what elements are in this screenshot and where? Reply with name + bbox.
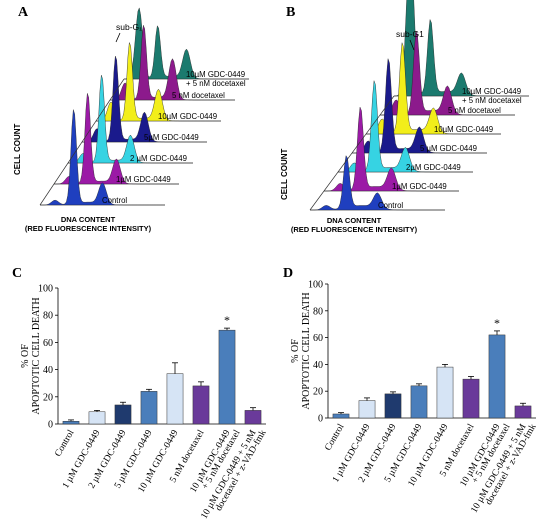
panel-c-bar-chart: C 0 20 40 60 80 100 % OF APOPTOTIC CELL DEATH Co… — [12, 266, 269, 521]
panel-d-bar-7 — [514, 405, 532, 419]
panel-d-ytick-label: 80 — [313, 306, 323, 317]
panel-c-bar-3 — [140, 391, 158, 425]
panel-c-bar-4 — [166, 373, 184, 425]
panel-a-depth-axis — [39, 78, 125, 206]
panel-c-ylabel: APOPTOTIC CELL DEATH — [31, 297, 42, 414]
panel-d-bar-3 — [410, 385, 428, 419]
panel-b-xlabel-1: DNA CONTENT — [327, 216, 382, 225]
panel-a-subg1-arrow — [115, 32, 121, 43]
panel-c-bar-6 — [218, 329, 236, 425]
panel-b-depth-axis — [309, 95, 395, 211]
panel-c-bar-2 — [114, 404, 132, 425]
panel-c-significance-star: * — [224, 313, 230, 327]
panel-d-ytick-label: 20 — [313, 387, 323, 398]
panel-d-letter: D — [283, 266, 293, 281]
panel-b-trace-0 — [310, 155, 445, 211]
panel-b-subg1-label: sub-G1 — [396, 29, 424, 39]
panel-d-bar-6 — [488, 334, 506, 419]
panel-c-category-label-0: Control — [53, 428, 76, 458]
panel-d-category-label-0: Control — [323, 422, 346, 452]
panel-c-ytick-label: 80 — [43, 311, 53, 322]
panel-b-trace-label-5: 5 nM docetaxel — [448, 106, 501, 115]
panel-d-ytick-label: 100 — [308, 280, 323, 291]
panel-d-ylabel: % OF — [290, 339, 301, 363]
panel-a-xlabel-1: DNA CONTENT — [61, 215, 116, 224]
panel-c-bar-0 — [62, 421, 80, 425]
panel-b-subg1-arrow — [409, 39, 415, 51]
panel-d-ylabel: APOPTOTIC CELL DEATH — [301, 292, 312, 409]
panel-d-bar-5 — [462, 378, 480, 419]
panel-b-trace-label-6: 10µM GDC-0449 — [462, 87, 521, 96]
panel-b-xlabel-2: (RED FLUORESCENCE INTENSITY) — [291, 225, 418, 234]
panel-c-ylabel: % OF — [20, 344, 31, 368]
panel-d-bar-4 — [436, 366, 454, 419]
panel-a-trace-label-5: 5 nM docetaxel — [172, 91, 225, 100]
panel-c-ytick-label: 20 — [43, 392, 53, 403]
panel-a-subg1-label: sub-G₁ — [116, 22, 142, 32]
panel-a-trace-label-1: 1µM GDC-0449 — [116, 175, 171, 184]
panel-d-bar-2 — [384, 393, 402, 419]
panel-a-trace-0 — [40, 109, 165, 206]
panel-b-trace-label-4: 10µM GDC-0449 — [434, 125, 493, 134]
panel-c-ytick-label: 40 — [43, 365, 53, 376]
panel-a-trace-label-0: Control — [102, 196, 127, 205]
panel-b-trace-label-0: Control — [378, 201, 403, 210]
panel-b-trace-label-6: + 5 nM docetaxel — [462, 96, 522, 105]
panel-d-ytick-label: 40 — [313, 360, 323, 371]
panel-a-trace-label-4: 10µM GDC-0449 — [158, 112, 217, 121]
panel-a-trace-label-3: 5µM GDC-0449 — [144, 133, 199, 142]
panel-b-letter: B — [286, 5, 295, 20]
panel-a-xlabel-2: (RED FLUORESCENCE INTENSITY) — [25, 224, 152, 233]
panel-c-ytick-label: 100 — [38, 284, 53, 295]
panel-c-bar-7 — [244, 410, 262, 425]
panel-c-ytick-label: 60 — [43, 338, 53, 349]
panel-b-ylabel: CELL COUNT — [280, 148, 289, 200]
panel-c-bar-5 — [192, 385, 210, 425]
panel-c-letter: C — [12, 266, 22, 281]
panel-c-ytick-label: 0 — [48, 420, 53, 431]
panel-d-significance-star: * — [494, 316, 500, 330]
panel-d-ytick-label: 0 — [318, 414, 323, 425]
panel-a-trace-label-2: 2 µM GDC-0449 — [130, 154, 187, 163]
panel-d-bar-1 — [358, 400, 376, 419]
panel-a-letter: A — [18, 5, 29, 20]
panel-a-trace-label-6: + 5 nM docetaxel — [186, 79, 246, 88]
panel-a-ylabel: CELL COUNT — [13, 123, 22, 175]
panel-b-trace-label-1: 1µM GDC-0449 — [392, 182, 447, 191]
panel-b-trace-label-3: 5 µM GDC-0449 — [420, 144, 477, 153]
panel-d-ytick-label: 60 — [313, 333, 323, 344]
panel-a-trace-label-6: 10µM GDC-0449 — [186, 70, 245, 79]
panel-d-bar-0 — [332, 413, 350, 419]
panel-c-bar-1 — [88, 411, 106, 425]
panel-d-bar-chart: D 0 20 40 60 80 100 % OF APOPTOTIC CELL DEATH Co… — [283, 266, 539, 515]
panel-b-trace-label-2: 2µM GDC-0449 — [406, 163, 461, 172]
